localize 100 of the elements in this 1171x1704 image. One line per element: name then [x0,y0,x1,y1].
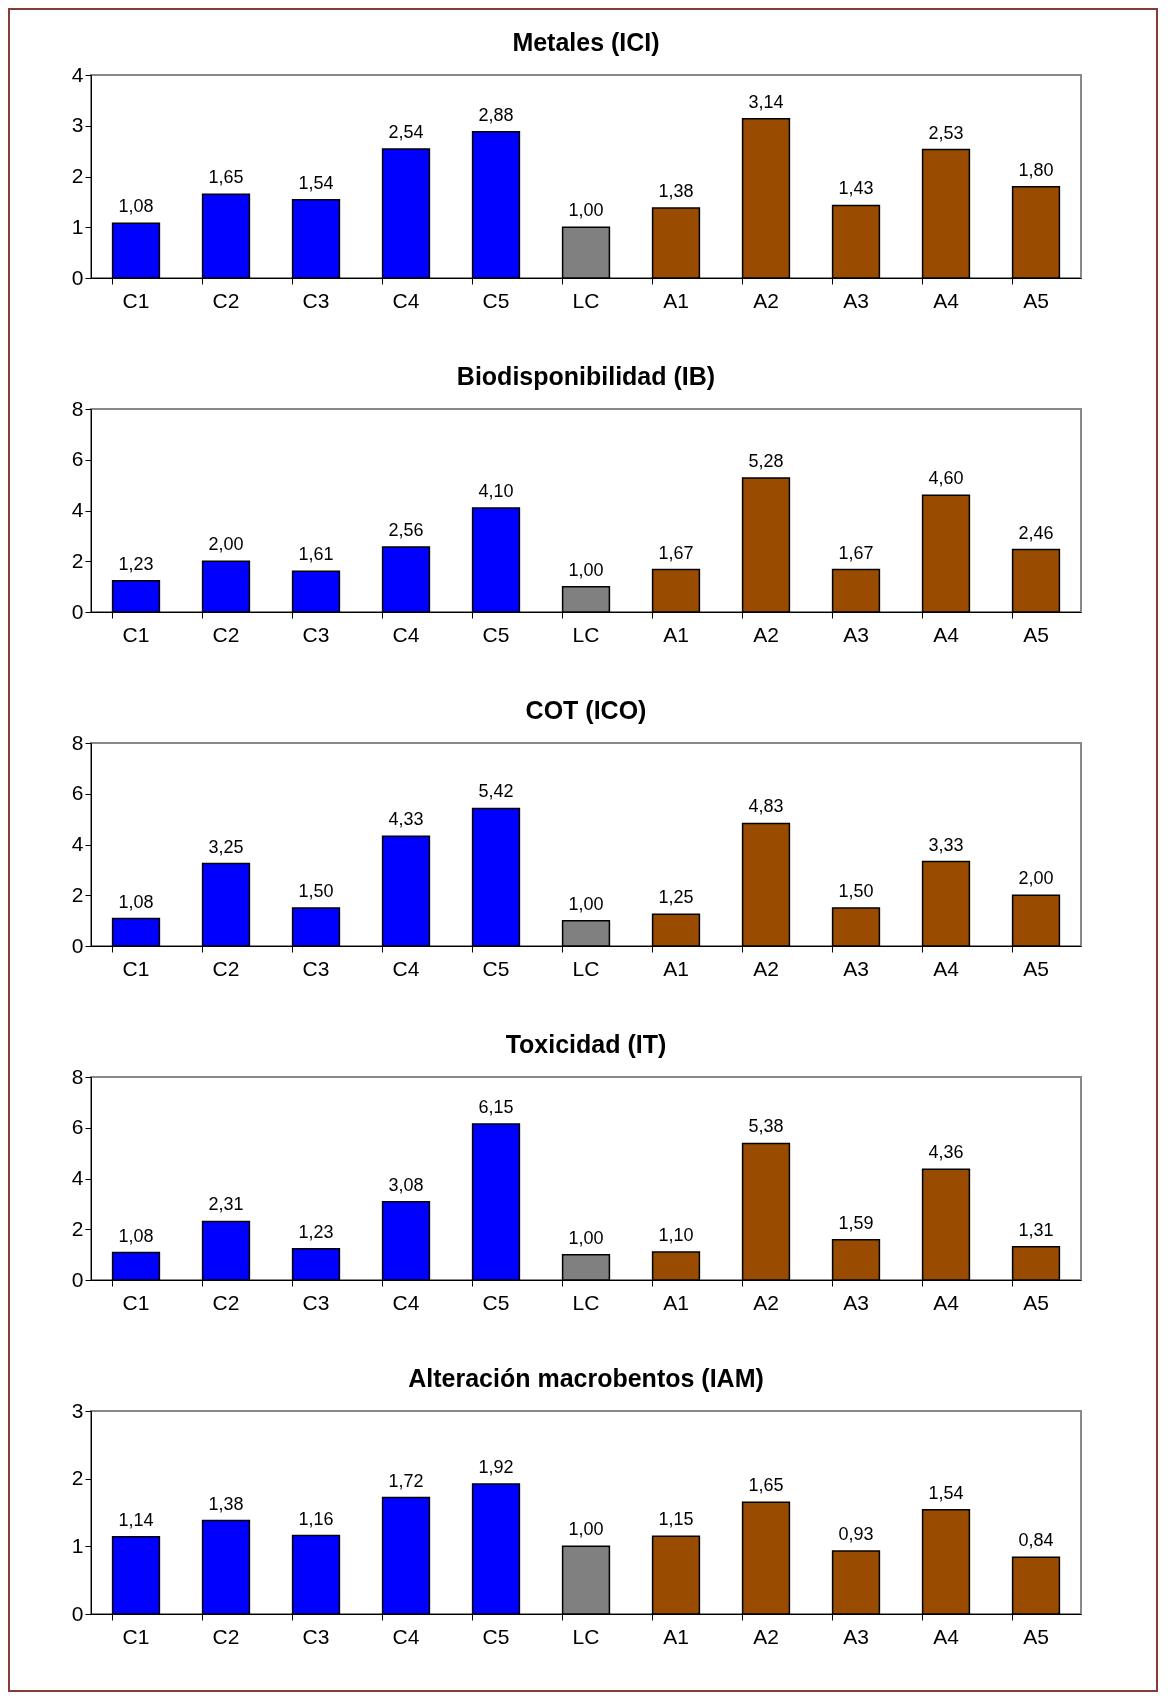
data-label: 5,38 [748,1116,784,1137]
data-label: 1,00 [568,893,604,914]
data-label: 0,93 [838,1524,874,1545]
x-tick-label: A3 [843,622,869,646]
x-tick-label: A1 [663,622,689,646]
x-tick-label: C5 [482,956,510,980]
data-label: 1,14 [118,1509,154,1530]
data-label: 5,28 [748,451,784,472]
data-label: 1,43 [838,178,874,199]
x-tick-label: C2 [212,956,240,980]
x-tick-label: A4 [933,1624,960,1648]
x-tick-label: A1 [663,288,689,312]
data-label: 2,54 [388,122,424,143]
data-label: 0,84 [1018,1530,1054,1551]
x-tick-label: A2 [753,288,779,312]
data-label: 1,72 [388,1470,424,1491]
x-tick-label: A3 [843,1290,869,1314]
data-label: 2,53 [928,122,964,143]
data-label: 1,65 [748,1475,784,1496]
x-tick-label: A3 [843,956,869,980]
data-label: 1,16 [298,1508,334,1529]
y-tick-label: 2 [71,1466,84,1490]
data-label: 2,00 [1018,868,1054,889]
data-label: 5,42 [478,781,514,802]
x-tick-label: C4 [392,622,420,646]
x-tick-label: C5 [482,622,510,646]
data-label: 1,00 [568,1227,604,1248]
data-label: 1,38 [658,180,694,201]
data-label: 1,54 [298,172,334,193]
x-tick-label: C4 [392,956,420,980]
data-label: 1,23 [298,1221,334,1242]
data-label: 2,00 [208,534,244,555]
data-label: 1,25 [658,887,694,908]
x-tick-label: LC [572,622,600,646]
y-tick-label: 4 [71,62,84,86]
x-tick-label: A5 [1023,956,1049,980]
y-tick-label: 4 [71,832,84,855]
x-tick-label: C3 [302,1290,330,1314]
data-label: 6,15 [478,1096,514,1117]
y-tick-label: 1 [71,214,84,238]
y-tick-label: 4 [71,1166,84,1189]
data-label: 4,36 [928,1142,964,1163]
y-tick-label: 8 [71,396,84,420]
y-tick-label: 0 [71,1601,84,1625]
data-label: 1,31 [1018,1219,1054,1240]
x-tick-label: A5 [1023,288,1049,312]
x-tick-label: C3 [302,956,330,980]
data-label: 1,15 [658,1509,694,1530]
x-tick-label: A4 [933,956,960,980]
data-label: 3,33 [928,834,964,855]
y-tick-label: 3 [71,113,84,137]
x-tick-label: A5 [1023,1290,1049,1314]
x-tick-label: C5 [482,1290,510,1314]
y-tick-label: 3 [71,1398,84,1422]
x-tick-label: LC [572,1290,600,1314]
chart-title: Alteración macrobentos (IAM) [408,1364,764,1392]
y-tick-label: 8 [71,1064,84,1088]
y-tick-label: 6 [71,781,84,805]
chart-title: Biodisponibilidad (IB) [456,362,716,390]
data-label: 1,08 [118,1225,154,1246]
x-tick-label: C4 [392,288,420,312]
data-label: 1,67 [658,542,694,563]
x-tick-label: A4 [933,288,960,312]
data-label: 3,25 [208,836,244,857]
x-tick-label: C5 [482,1624,510,1648]
chart-title: Toxicidad (IT) [505,1030,667,1058]
x-tick-label: C1 [122,956,150,980]
data-label: 1,38 [208,1493,244,1514]
x-tick-label: A1 [663,1290,689,1314]
data-label: 4,83 [748,796,784,817]
data-label: 1,50 [838,880,874,901]
data-label: 1,08 [118,891,154,912]
x-tick-label: A5 [1023,1624,1049,1648]
x-tick-label: C1 [122,622,150,646]
x-tick-label: C3 [302,288,330,312]
x-tick-label: C1 [122,288,150,312]
x-tick-label: LC [572,288,600,312]
data-label: 1,92 [478,1457,514,1478]
data-label: 1,23 [118,553,154,574]
x-tick-label: A4 [933,1290,960,1314]
y-tick-label: 0 [71,933,84,957]
x-tick-label: C2 [212,622,240,646]
data-label: 1,08 [118,196,154,217]
data-label: 1,59 [838,1212,874,1233]
y-tick-label: 2 [71,548,84,572]
y-tick-label: 1 [71,1533,84,1557]
x-tick-label: A3 [843,1624,869,1648]
x-tick-label: A2 [753,1290,779,1314]
x-tick-label: A4 [933,622,960,646]
x-tick-label: C3 [302,622,330,646]
x-tick-label: C1 [122,1290,150,1314]
x-tick-label: C2 [212,288,240,312]
x-tick-label: A1 [663,1624,689,1648]
y-tick-label: 0 [71,265,84,289]
x-tick-label: A1 [663,956,689,980]
data-label: 1,67 [838,542,874,563]
data-label: 1,00 [568,559,604,580]
x-tick-label: C2 [212,1290,240,1314]
y-tick-label: 0 [71,599,84,623]
data-label: 1,00 [568,1519,604,1540]
